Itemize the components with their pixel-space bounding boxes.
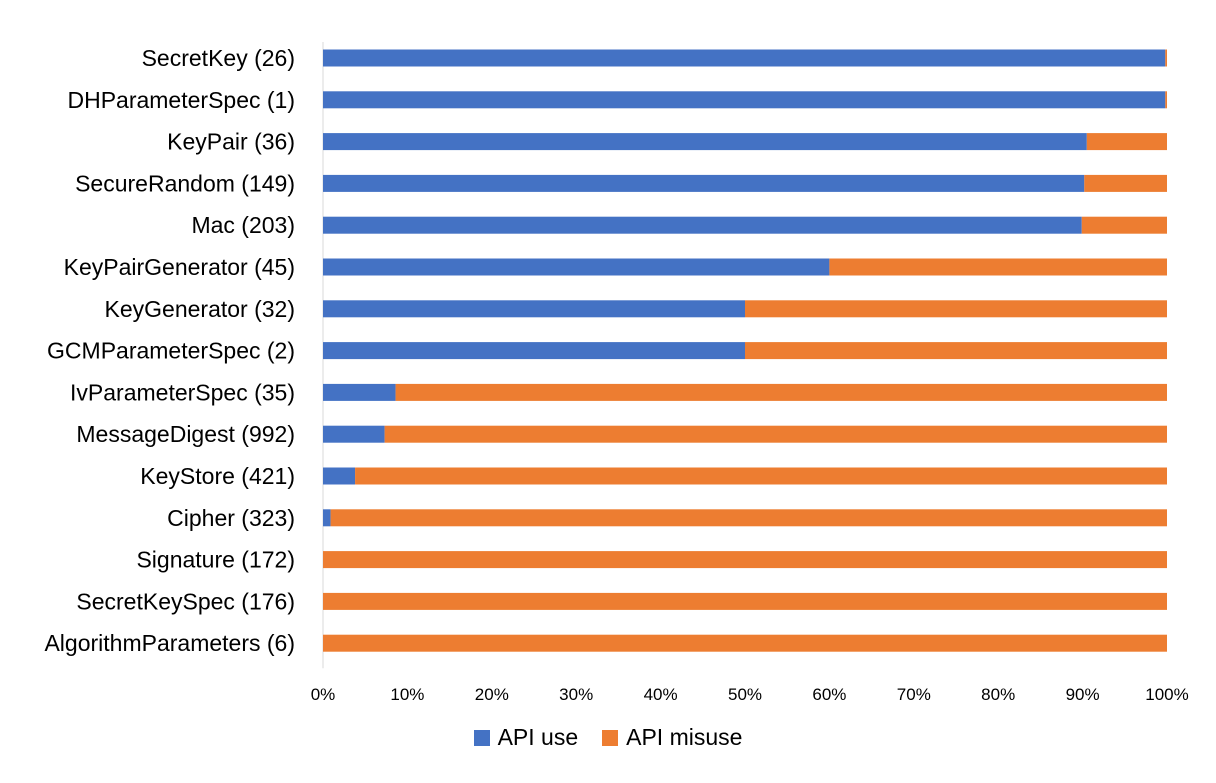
bar-api-misuse <box>384 425 1167 443</box>
bar-api-use <box>323 216 1082 234</box>
x-tick-label: 80% <box>981 685 1015 704</box>
bar-api-misuse <box>323 592 1167 610</box>
bar-api-use <box>323 258 830 276</box>
category-label: IvParameterSpec (35) <box>70 379 295 405</box>
legend: API use API misuse <box>0 724 1216 751</box>
category-label: KeyPairGenerator (45) <box>64 254 295 280</box>
bar-api-use <box>323 91 1166 109</box>
bar-api-misuse <box>829 258 1167 276</box>
bar-api-misuse <box>745 300 1167 318</box>
bar-api-misuse <box>1086 133 1167 151</box>
category-label: SecretKey (26) <box>142 45 295 71</box>
bar-api-use <box>323 133 1087 151</box>
bar-api-misuse <box>1084 174 1167 192</box>
x-tick-label: 90% <box>1066 685 1100 704</box>
category-label: SecretKeySpec (176) <box>76 588 295 614</box>
bar-api-misuse <box>323 634 1167 652</box>
x-tick-label: 40% <box>644 685 678 704</box>
x-tick-label: 100% <box>1145 685 1188 704</box>
bar-api-use <box>323 425 385 443</box>
bar-api-misuse <box>1081 216 1167 234</box>
legend-swatch-api-use <box>473 729 490 746</box>
bar-api-use <box>323 342 745 360</box>
category-label: DHParameterSpec (1) <box>67 87 295 113</box>
bar-api-use <box>323 467 356 485</box>
category-label: KeyPair (36) <box>167 129 295 155</box>
bar-api-misuse <box>1165 91 1167 109</box>
x-tick-label: 20% <box>475 685 509 704</box>
legend-item-api-misuse: API misuse <box>602 724 742 751</box>
category-label: SecureRandom (149) <box>75 170 295 196</box>
category-label: AlgorithmParameters (6) <box>44 630 295 656</box>
x-tick-label: 0% <box>311 685 336 704</box>
legend-label-api-use: API use <box>497 724 579 750</box>
category-label: MessageDigest (992) <box>76 421 295 447</box>
bar-api-misuse <box>323 551 1167 569</box>
category-label: Mac (203) <box>191 212 295 238</box>
legend-item-api-use: API use <box>473 724 579 751</box>
x-tick-label: 50% <box>728 685 762 704</box>
legend-swatch-api-misuse <box>602 729 619 746</box>
x-tick-label: 10% <box>390 685 424 704</box>
x-tick-label: 70% <box>897 685 931 704</box>
category-label: GCMParameterSpec (2) <box>47 338 295 364</box>
category-label: Signature (172) <box>136 547 295 573</box>
bar-api-use <box>323 49 1166 67</box>
x-tick-label: 60% <box>812 685 846 704</box>
stacked-bar-chart: SecretKey (26) DHParameterSpec (1) KeyPair… <box>44 42 1189 704</box>
category-label: KeyStore (421) <box>140 463 295 489</box>
bar-api-use <box>323 383 396 401</box>
bar-api-use <box>323 509 331 527</box>
legend-label-api-misuse: API misuse <box>626 724 743 750</box>
bar-api-misuse <box>330 509 1167 527</box>
bar-api-use <box>323 174 1085 192</box>
bar-api-misuse <box>1165 49 1167 67</box>
bar-api-misuse <box>355 467 1167 485</box>
bar-api-use <box>323 300 745 318</box>
bar-api-misuse <box>745 342 1167 360</box>
category-label: Cipher (323) <box>167 505 295 531</box>
x-tick-label: 30% <box>559 685 593 704</box>
category-label: KeyGenerator (32) <box>105 296 295 322</box>
bar-api-misuse <box>395 383 1168 401</box>
